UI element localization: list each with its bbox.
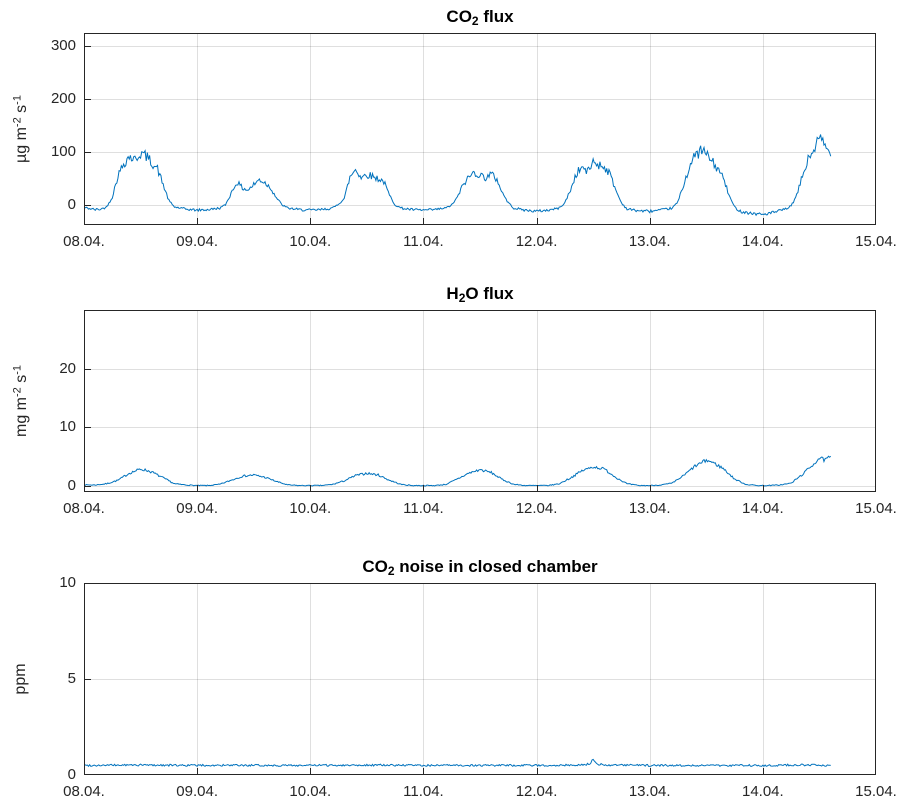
x-tick-label: 12.04. — [515, 783, 558, 800]
x-tick-label: 15.04. — [855, 783, 897, 800]
subscript: 2 — [471, 14, 479, 28]
x-tick-label: 13.04. — [628, 500, 671, 517]
label-text: flux — [478, 7, 514, 26]
y-tick-label: 10 — [59, 418, 76, 436]
subscript: 2 — [387, 564, 395, 578]
superscript: -1 — [11, 95, 24, 105]
x-tick-label: 14.04. — [741, 783, 784, 800]
x-tick-label: 09.04. — [176, 500, 218, 517]
y-tick-label: 5 — [67, 670, 76, 687]
x-tick-label: 13.04. — [628, 233, 671, 250]
axes-box — [84, 310, 876, 492]
label-text: H — [446, 284, 459, 303]
y-tick-label: 0 — [67, 195, 76, 213]
x-tick-label: 08.04. — [63, 783, 105, 800]
x-tick-label: 11.04. — [403, 783, 444, 800]
label-text: CO — [362, 557, 388, 576]
x-tick-label: 15.04. — [855, 233, 897, 250]
x-tick-label: 11.04. — [403, 233, 444, 250]
y-tick-label: 0 — [67, 477, 76, 495]
x-tick-label: 08.04. — [63, 500, 105, 517]
subscript: 2 — [458, 291, 466, 305]
x-tick-label: 14.04. — [741, 500, 784, 517]
x-tick-label: 12.04. — [515, 500, 558, 517]
label-text: O flux — [465, 284, 514, 303]
x-tick-label: 14.04. — [741, 233, 784, 250]
chart-title: CO2 noise in closed chamber — [362, 557, 597, 578]
y-tick-label: 20 — [59, 359, 76, 377]
x-tick-label: 10.04. — [289, 500, 332, 517]
chart-title: CO2 flux — [446, 7, 513, 28]
x-tick-label: 11.04. — [403, 500, 444, 517]
y-tick-label: 10 — [59, 574, 76, 591]
data-series-line — [84, 134, 832, 217]
x-tick-label: 09.04. — [176, 783, 218, 800]
chart-title: H2O flux — [446, 284, 513, 305]
plot-area — [84, 33, 876, 225]
data-series-line — [84, 758, 831, 768]
label-text: CO — [446, 7, 472, 26]
y-tick-label: 300 — [50, 37, 76, 55]
superscript: -2 — [11, 387, 24, 398]
y-tick-label: 200 — [50, 90, 76, 108]
y-tick-label: 0 — [67, 766, 76, 783]
x-tick-label: 08.04. — [63, 233, 105, 250]
superscript: -1 — [11, 364, 24, 375]
label-text: noise in closed chamber — [394, 557, 598, 576]
superscript: -2 — [11, 117, 24, 128]
x-tick-label: 10.04. — [289, 783, 332, 800]
y-tick-label: 100 — [50, 143, 76, 160]
x-tick-label: 09.04. — [176, 233, 218, 250]
plot-area — [84, 310, 876, 492]
data-series-line — [84, 455, 832, 487]
x-tick-label: 15.04. — [855, 500, 897, 517]
x-tick-label: 13.04. — [628, 783, 671, 800]
x-tick-label: 12.04. — [515, 233, 558, 250]
axes-box — [84, 33, 876, 225]
axes-box — [84, 583, 876, 775]
x-tick-label: 10.04. — [289, 233, 332, 250]
plot-area — [84, 583, 876, 775]
